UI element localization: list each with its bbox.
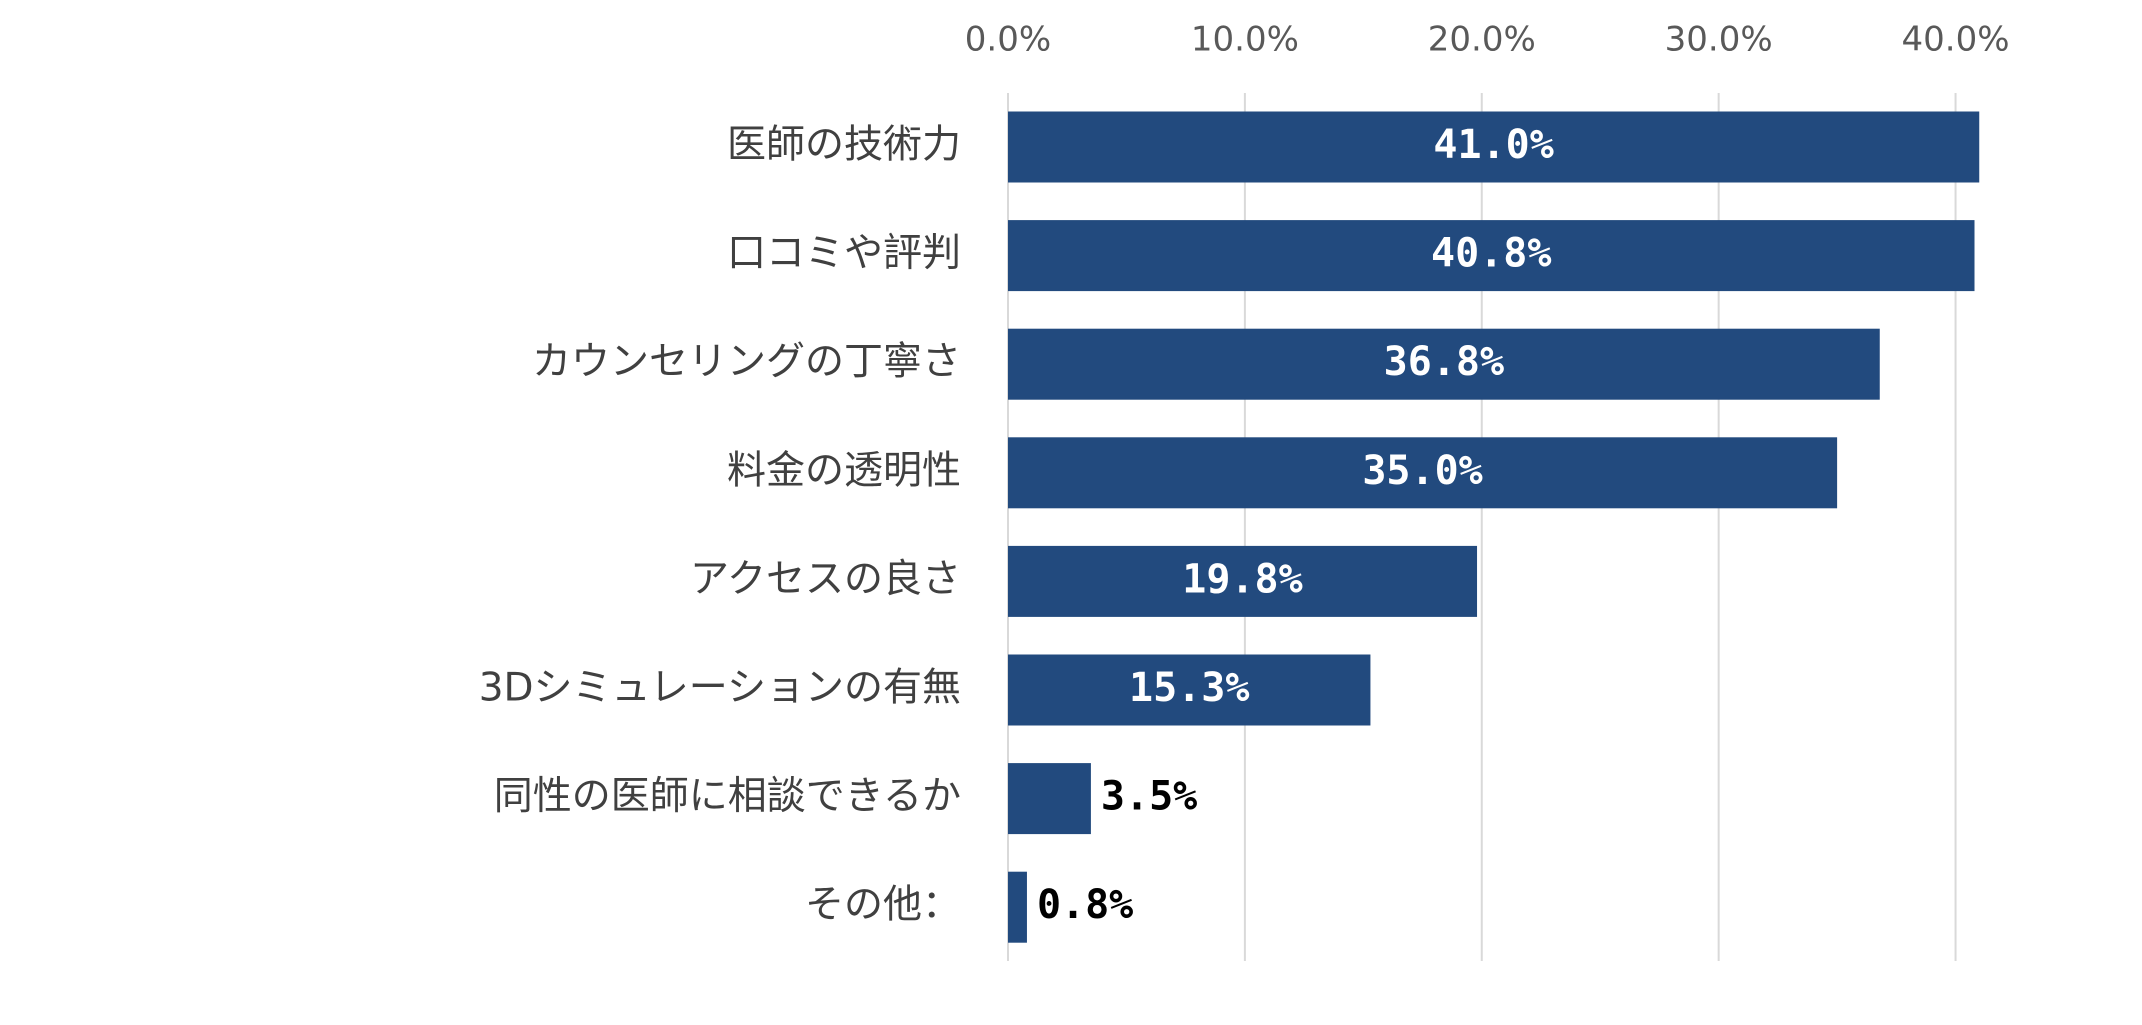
bar bbox=[1008, 111, 1980, 183]
bar bbox=[1008, 654, 1371, 726]
y-tick-label: アクセスの良さ bbox=[690, 557, 961, 602]
y-tick-label: 料金の透明性 bbox=[727, 448, 961, 493]
data-label: 36.8% bbox=[1384, 339, 1504, 385]
bar bbox=[1008, 437, 1838, 509]
bar bbox=[1008, 220, 1975, 292]
y-tick-label: 口コミや評判 bbox=[727, 231, 961, 276]
bar bbox=[1008, 763, 1091, 835]
y-tick-label: 3Dシミュレーションの有無 bbox=[479, 666, 961, 711]
data-label: 41.0% bbox=[1433, 122, 1553, 168]
y-tick-label: 医師の技術力 bbox=[727, 123, 961, 168]
x-tick-label: 40.0% bbox=[1902, 20, 2010, 60]
x-tick-label: 30.0% bbox=[1665, 20, 1773, 60]
y-tick-label: その他： bbox=[805, 883, 961, 928]
x-tick-label: 10.0% bbox=[1191, 20, 1299, 60]
bar bbox=[1008, 545, 1478, 617]
data-label: 3.5% bbox=[1101, 774, 1197, 820]
data-label: 0.8% bbox=[1037, 882, 1133, 928]
data-label: 15.3% bbox=[1129, 665, 1249, 711]
y-tick-label: 同性の医師に相談できるか bbox=[494, 774, 961, 819]
x-tick-label: 0.0% bbox=[965, 20, 1051, 60]
y-tick-label: カウンセリングの丁寧さ bbox=[532, 340, 961, 385]
data-label: 19.8% bbox=[1182, 556, 1302, 602]
data-label: 35.0% bbox=[1362, 448, 1482, 494]
bar bbox=[1008, 871, 1027, 943]
bar bbox=[1008, 328, 1880, 400]
x-tick-label: 20.0% bbox=[1428, 20, 1536, 60]
data-label: 40.8% bbox=[1431, 231, 1551, 277]
